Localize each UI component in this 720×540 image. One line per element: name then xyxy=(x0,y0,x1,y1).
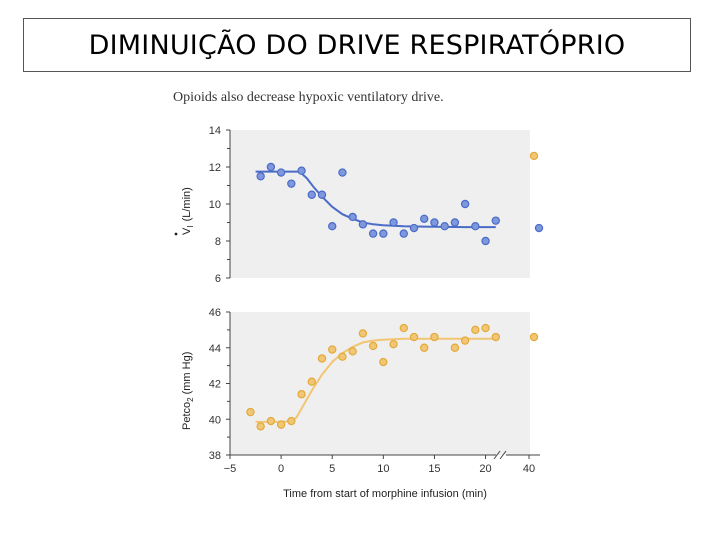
petco2-point xyxy=(379,357,388,367)
petco2-point xyxy=(368,341,378,351)
petco2-point xyxy=(256,422,265,431)
petco2-point xyxy=(420,343,429,352)
svg-text:VI(L/min): VI (L/min) xyxy=(181,187,195,235)
ventilation-ytick-label: 8 xyxy=(215,236,221,248)
ventilation-point xyxy=(409,223,419,233)
petco2-y-unit: (mm Hg) xyxy=(181,352,193,395)
ventilation-point xyxy=(399,229,408,238)
petco2-point xyxy=(389,339,398,349)
petco2-point xyxy=(358,329,368,338)
ventilation-point xyxy=(287,179,296,188)
xtick-label: −5 xyxy=(224,463,237,475)
petco2-point xyxy=(317,354,327,363)
ventilation-point xyxy=(368,229,378,238)
petco2-point-40min xyxy=(529,332,539,342)
petco2-point xyxy=(491,332,500,342)
x-axis-label: Time from start of morphine infusion (mi… xyxy=(283,488,487,500)
slide-title-box: DIMINUIÇÃO DO DRIVE RESPIRATÓPRIO xyxy=(23,18,691,72)
ventilation-point xyxy=(338,168,347,177)
ventilation-point xyxy=(491,216,500,225)
petco2-point xyxy=(338,352,347,361)
petco2-y-label: Petco2 (mm Hg) xyxy=(181,352,195,430)
petco2-point xyxy=(266,416,276,426)
ventilation-point xyxy=(358,220,368,229)
petco2-point xyxy=(287,416,296,426)
petco2-point xyxy=(460,336,470,345)
ventilation-point xyxy=(307,190,316,199)
petco2-y-axis: 38 40 42 44 46 xyxy=(209,307,231,462)
ventilation-point-40min xyxy=(534,223,544,233)
ventilation-point xyxy=(450,218,460,227)
ventilation-y-axis: 6 8 10 12 14 xyxy=(209,125,231,285)
xtick-label: 15 xyxy=(428,463,440,475)
ventilation-ytick-label: 6 xyxy=(215,273,221,285)
xtick-label: 20 xyxy=(479,463,491,475)
ventilation-point xyxy=(317,190,327,199)
petco2-ytick-label: 46 xyxy=(209,307,221,319)
petco2-point xyxy=(276,420,286,429)
axis-break-mark xyxy=(493,450,501,460)
ventilation-point xyxy=(430,218,439,227)
svg-text:Petco2(mm Hg): Petco2 (mm Hg) xyxy=(181,352,195,430)
petco2-point-40min-top xyxy=(529,151,539,161)
petco2-point xyxy=(409,332,419,342)
petco2-ytick-label: 44 xyxy=(209,343,221,355)
ventilation-point xyxy=(471,221,480,231)
ventilation-point xyxy=(379,229,388,238)
petco2-ytick-label: 38 xyxy=(209,450,221,462)
petco2-point xyxy=(348,347,357,356)
ventilation-y-symbol: V xyxy=(181,227,193,235)
ventilation-ytick-label: 10 xyxy=(209,199,221,211)
petco2-point xyxy=(471,325,480,335)
ventilation-y-sub: I xyxy=(186,225,195,227)
ventilation-point xyxy=(256,172,265,181)
petco2-point xyxy=(481,323,490,333)
petco2-ytick-label: 40 xyxy=(209,414,221,426)
v-dot-accent xyxy=(174,232,178,236)
ventilation-point xyxy=(297,166,306,175)
ventilation-point xyxy=(276,168,286,177)
xtick-label: 0 xyxy=(278,463,284,475)
slide-title: DIMINUIÇÃO DO DRIVE RESPIRATÓPRIO xyxy=(88,29,626,61)
xtick-label: 5 xyxy=(329,463,335,475)
axis-break-mark xyxy=(499,450,507,460)
petco2-point xyxy=(307,377,316,386)
ventilation-point xyxy=(328,221,337,231)
ventilation-point xyxy=(389,218,398,227)
ventilation-ytick-label: 12 xyxy=(209,162,221,174)
ventilation-point xyxy=(266,162,276,172)
ventilation-points xyxy=(256,162,544,246)
time-x-axis: −5 0 5 10 15 20 40 xyxy=(224,450,540,475)
petco2-y-main: Petco xyxy=(181,402,193,430)
petco2-points xyxy=(246,151,539,431)
ventilation-point xyxy=(460,199,470,209)
petco2-point xyxy=(297,390,306,399)
ventilation-y-unit: (L/min) xyxy=(181,187,193,221)
petco2-y-sub: 2 xyxy=(186,397,195,402)
xtick-label: 40 xyxy=(523,463,535,475)
petco2-point xyxy=(328,345,337,354)
petco2-point xyxy=(246,407,255,417)
petco2-point xyxy=(430,332,439,342)
xtick-label: 10 xyxy=(377,463,389,475)
ventilation-point xyxy=(440,221,449,231)
figure-subtitle: Opioids also decrease hypoxic ventilator… xyxy=(173,90,444,105)
petco2-panel-bg xyxy=(230,312,530,455)
ventilation-point xyxy=(348,212,357,222)
ventilation-ytick-label: 14 xyxy=(209,125,221,137)
petco2-point xyxy=(450,343,460,352)
petco2-point xyxy=(399,323,408,333)
petco2-ytick-label: 42 xyxy=(209,379,221,391)
ventilation-point xyxy=(481,236,490,246)
ventilation-point xyxy=(420,214,429,223)
ventilation-panel-bg xyxy=(230,130,530,278)
ventilation-y-label: VI (L/min) xyxy=(181,187,195,235)
